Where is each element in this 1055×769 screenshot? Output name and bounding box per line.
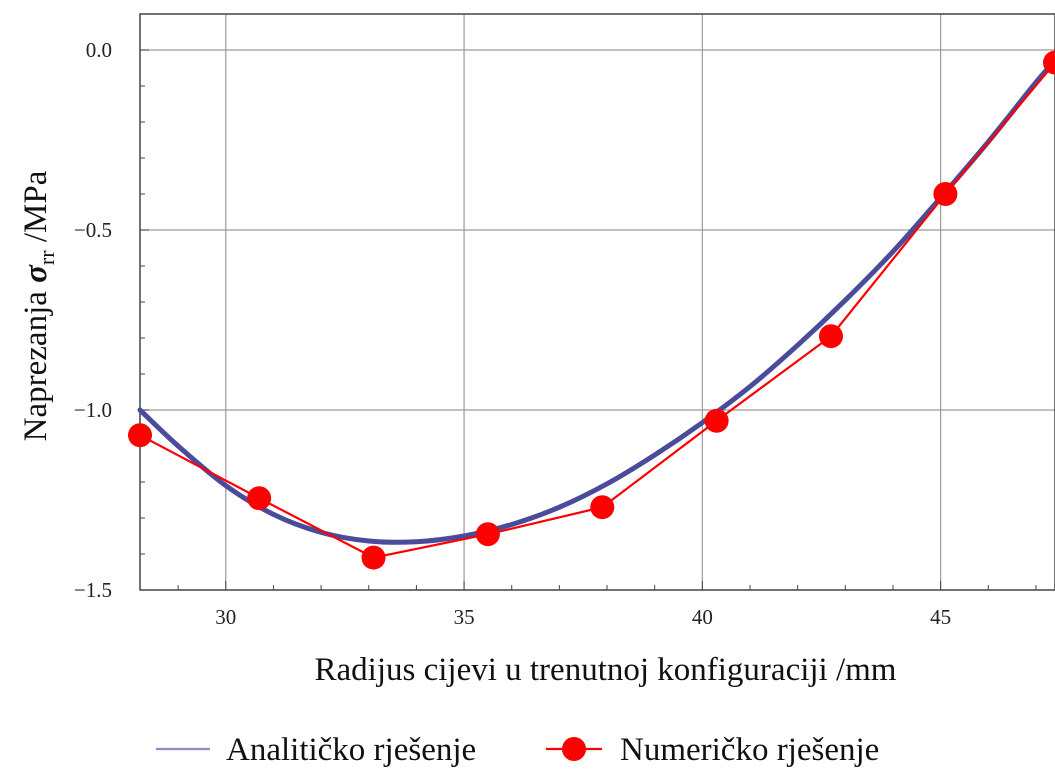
legend-label-numeric: Numeričko rješenje <box>620 732 879 768</box>
series-layer <box>128 50 1055 570</box>
series-numeric-point <box>475 522 500 547</box>
x-tick-label: 40 <box>692 605 713 629</box>
series-analytic-line <box>137 58 1055 545</box>
legend-swatch-numeric-marker <box>562 737 586 761</box>
x-axis-label: Radijus cijevi u trenutnoj konfiguraciji… <box>315 652 897 688</box>
y-tick-label: 0.0 <box>86 38 112 62</box>
y-axis-label-subscript: rr <box>34 250 59 265</box>
x-tick-label: 30 <box>215 605 236 629</box>
legend-item-analytic: Analitičko rješenje <box>156 732 476 768</box>
y-tick-label: −1.0 <box>74 398 112 422</box>
series-numeric-point <box>1043 50 1055 75</box>
series-numeric-point <box>590 495 615 520</box>
series-numeric-point <box>933 182 958 206</box>
x-tick-label: 35 <box>454 605 475 629</box>
y-tick-label: −0.5 <box>74 218 112 242</box>
x-tick-label: 45 <box>930 605 951 629</box>
series-numeric-point <box>704 408 729 433</box>
y-tick-label: −1.5 <box>74 578 112 602</box>
series-numeric-line <box>139 61 1055 559</box>
y-axis-label-prefix: Naprezanja <box>18 283 54 441</box>
y-axis-label: Naprezanja σrr /MPa <box>18 170 59 441</box>
series-numeric-point <box>247 486 272 511</box>
y-axis-label-symbol: σ <box>18 264 54 283</box>
minor-ticks <box>140 13 1037 591</box>
grid <box>140 14 1055 590</box>
legend-item-numeric: Numeričko rješenje <box>546 732 879 768</box>
legend: Analitičko rješenje Numeričko rješenje <box>156 732 879 768</box>
series-numeric-point <box>819 324 844 349</box>
tick-labels: 30 35 40 45 0.0 −0.5 −1.0 −1.5 <box>74 38 951 629</box>
legend-label-analytic: Analitičko rješenje <box>226 732 476 768</box>
series-numeric-point <box>128 423 152 448</box>
y-axis-label-suffix: /MPa <box>18 170 54 250</box>
series-numeric-point <box>361 545 386 570</box>
